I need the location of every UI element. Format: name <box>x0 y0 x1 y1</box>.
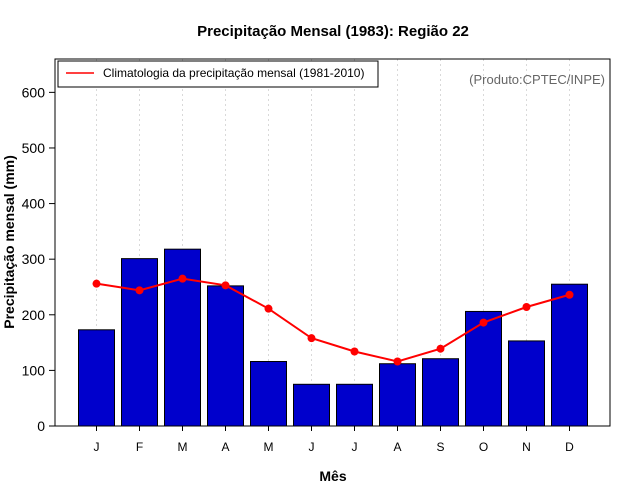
x-tick-label: M <box>264 440 274 454</box>
climatology-point <box>350 347 359 356</box>
y-tick-label: 100 <box>22 362 46 378</box>
credit-annotation: (Produto:CPTEC/INPE) <box>469 72 605 87</box>
y-tick-label: 0 <box>37 418 45 434</box>
legend-entry-climatology: Climatologia da precipitação mensal (198… <box>103 66 364 80</box>
y-axis-label: Precipitação mensal (mm) <box>1 155 17 329</box>
y-tick-label: 200 <box>22 307 46 323</box>
y-tick-label: 400 <box>22 196 46 212</box>
bar-series <box>78 248 588 427</box>
climatology-point <box>135 286 144 295</box>
y-tick-label: 300 <box>22 251 46 267</box>
bar <box>465 310 502 427</box>
bar <box>78 329 115 427</box>
bar <box>379 363 416 427</box>
bar <box>551 283 588 427</box>
x-tick-label: O <box>479 440 488 454</box>
bar <box>336 383 373 427</box>
bar <box>250 360 287 427</box>
climatology-point <box>221 281 230 290</box>
legend-box <box>57 60 379 88</box>
x-tick-label: M <box>178 440 188 454</box>
climatology-line <box>96 277 570 363</box>
x-tick-label: N <box>522 440 531 454</box>
climatology-point <box>264 304 273 313</box>
x-tick-label: A <box>221 440 229 454</box>
x-tick-label: J <box>94 440 100 454</box>
y-axis: 0 100 200 300 400 500 600 <box>22 84 55 434</box>
legend: Climatologia da precipitação mensal (198… <box>57 60 379 88</box>
y-tick-label: 500 <box>22 140 46 156</box>
climatology-point <box>522 303 531 312</box>
bar <box>121 258 158 427</box>
x-tick-label: A <box>393 440 401 454</box>
x-tick-label: J <box>309 440 315 454</box>
y-tick-label: 600 <box>22 84 46 100</box>
bar <box>422 358 459 427</box>
climatology-point <box>393 357 402 366</box>
plot-frame <box>54 58 611 427</box>
x-tick-label: S <box>436 440 444 454</box>
climatology-point <box>92 279 101 288</box>
bar <box>508 340 545 427</box>
x-tick-label: F <box>136 440 143 454</box>
x-axis-label: Mês <box>319 468 346 484</box>
climatology-point <box>178 274 187 283</box>
bar <box>293 383 330 427</box>
climatology-point <box>479 318 488 327</box>
climatology-point <box>565 290 574 299</box>
climatology-point <box>436 344 445 353</box>
climatology-point <box>307 334 316 343</box>
x-tick-label: D <box>565 440 574 454</box>
x-tick-label: J <box>352 440 358 454</box>
climatology-line-series <box>92 274 574 366</box>
bar <box>207 285 244 427</box>
chart-title: Precipitação Mensal (1983): Região 22 <box>197 23 469 40</box>
